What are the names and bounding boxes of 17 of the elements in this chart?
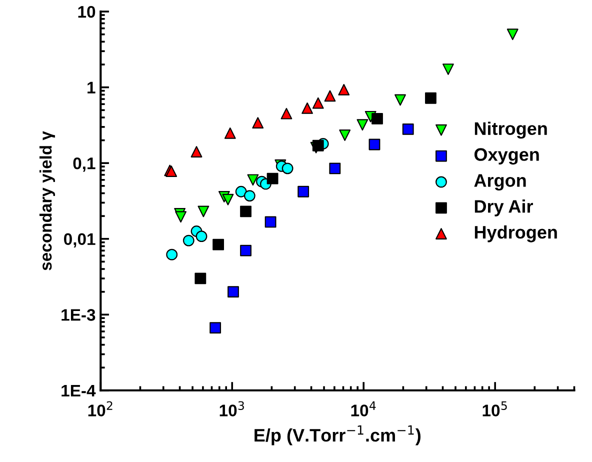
- x-tick-label: 10$^{2}$: [88, 401, 112, 416]
- y-tick-label: 0,01: [64, 233, 96, 248]
- legend-label: Nitrogen: [474, 122, 547, 139]
- y-tick-label: 1E-3: [62, 309, 96, 321]
- legend-label: Hydrogen: [474, 225, 557, 242]
- y-tick-label: 1: [88, 82, 96, 94]
- x-tick-label: 10$^{3}$: [220, 401, 244, 416]
- legend-label: Argon: [474, 174, 526, 191]
- x-tick-label: 10$^{5}$: [482, 401, 507, 416]
- legend-label: Dry Air: [474, 200, 533, 216]
- x-tick-label: 10$^{4}$: [351, 401, 376, 416]
- y-tick-label: 0,1: [73, 157, 96, 172]
- y-axis-title: secondary yield γ: [39, 131, 56, 270]
- y-tick-label: 1E-4: [62, 384, 96, 396]
- x-axis-title: E/p (V.Torr$^{−1}$.cm$^{−1}$): [254, 425, 420, 446]
- legend-label: Oxygen: [474, 148, 539, 165]
- y-tick-label: 10: [78, 6, 96, 18]
